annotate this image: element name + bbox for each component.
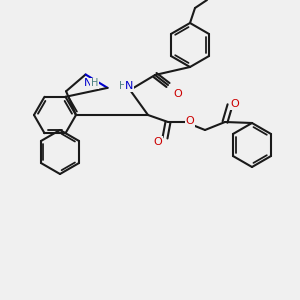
Text: O: O — [174, 89, 182, 99]
Text: N: N — [83, 79, 92, 88]
Text: O: O — [154, 137, 162, 147]
Text: H: H — [91, 79, 98, 88]
Text: O: O — [186, 116, 194, 126]
Text: H: H — [119, 81, 127, 91]
Text: N: N — [125, 81, 133, 91]
Text: O: O — [231, 99, 239, 109]
